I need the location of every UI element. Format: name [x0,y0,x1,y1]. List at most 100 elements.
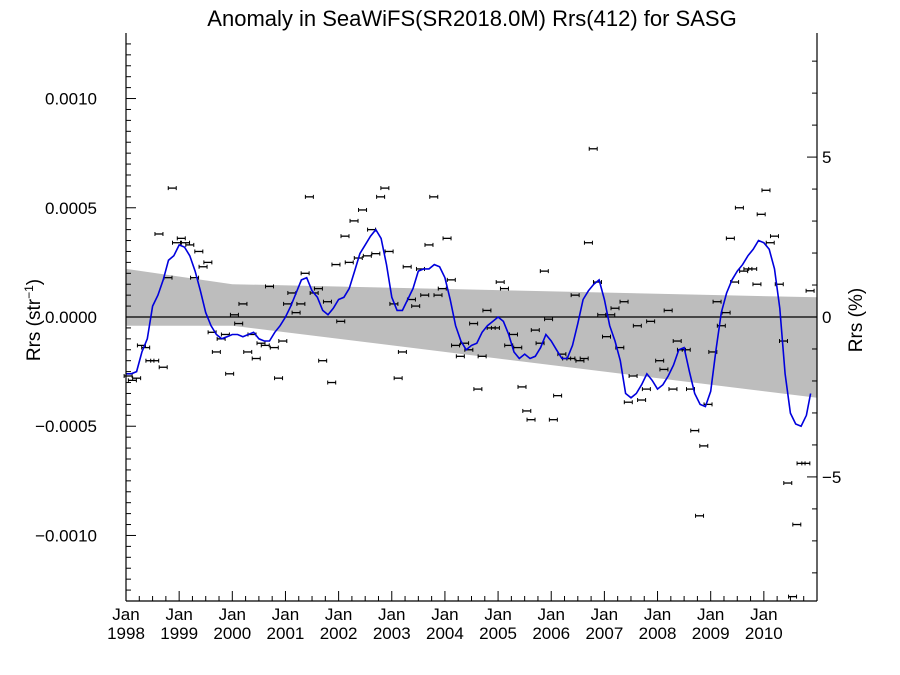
data-point [579,356,589,361]
data-point [260,343,270,348]
data-point [265,284,275,289]
data-point [424,242,434,247]
y-tick-label-right: −5 [822,468,841,487]
y-tick-label-left: 0.0000 [45,308,97,327]
data-point [588,146,598,151]
x-tick-label-month: Jan [591,605,618,624]
data-point [291,310,301,315]
data-point [185,242,195,247]
data-point [610,306,620,311]
data-point [349,218,359,223]
data-point [690,428,700,433]
data-point [211,349,221,354]
data-point [344,260,354,265]
data-point [393,376,403,381]
data-point [570,293,580,298]
x-tick-label-year: 1999 [160,624,198,643]
data-point [672,339,682,344]
data-point [194,249,204,254]
x-tick-label-month: Jan [644,605,671,624]
x-tick-label-year: 1998 [107,624,145,643]
data-point [269,345,279,350]
data-point [251,356,261,361]
data-point [229,312,239,317]
data-point [623,400,633,405]
data-point [198,264,208,269]
data-point [695,513,705,518]
x-tick-label-year: 2007 [585,624,623,643]
y-tick-label-left: −0.0010 [35,526,97,545]
data-point [429,194,439,199]
x-tick-label-month: Jan [378,605,405,624]
data-point [313,286,323,291]
x-tick-label-year: 2000 [213,624,251,643]
data-point [327,380,337,385]
plot-area: 0.00100.00050.0000−0.0005−0.001050−5Jan1… [35,33,841,643]
y-axis-label-left-close: ) [24,279,45,285]
data-point [792,522,802,527]
data-point [619,299,629,304]
data-point [739,269,749,274]
x-tick-label-year: 2006 [532,624,570,643]
data-point [384,249,394,254]
data-point [544,317,554,322]
data-point [482,308,492,313]
data-point [761,188,771,193]
y-tick-label-right: 0 [822,308,831,327]
data-point [150,358,160,363]
data-point [437,286,447,291]
data-point [331,262,341,267]
data-point [783,481,793,486]
data-point [712,299,722,304]
x-tick-label-year: 2005 [479,624,517,643]
data-point [602,334,612,339]
data-point [411,304,421,309]
y-axis-label-right: Rrs (%) [846,288,867,352]
data-point [495,280,505,285]
x-tick-label-month: Jan [750,605,777,624]
data-point [154,231,164,236]
data-point [641,387,651,392]
data-point [433,293,443,298]
data-point [632,323,642,328]
data-point [473,387,483,392]
y-tick-label-left: 0.0005 [45,199,97,218]
data-point [238,301,248,306]
chart-title: Anomaly in SeaWiFS(SR2018.0M) Rrs(412) f… [207,6,736,31]
data-point [243,349,253,354]
confidence-band [126,268,817,398]
data-point [526,417,536,422]
data-point [628,373,638,378]
data-point [358,207,368,212]
data-point [530,328,540,333]
data-point [176,236,186,241]
data-point [278,339,288,344]
data-point [779,339,789,344]
x-tick-label-month: Jan [272,605,299,624]
x-tick-label-year: 2010 [745,624,783,643]
data-point [225,371,235,376]
data-point [296,301,306,306]
data-point [256,341,266,346]
data-point [181,240,191,245]
data-point [340,234,350,239]
data-point [158,365,168,370]
x-tick-label-month: Jan [697,605,724,624]
y-tick-label-right: 5 [822,148,831,167]
x-tick-label-month: Jan [538,605,565,624]
data-point [304,194,314,199]
data-point [469,321,479,326]
data-point [655,358,665,363]
data-point [756,212,766,217]
x-tick-label-month: Jan [325,605,352,624]
x-tick-label-year: 2002 [320,624,358,643]
data-point [234,321,244,326]
x-tick-label-year: 2004 [426,624,464,643]
data-point [539,269,549,274]
data-point [548,417,558,422]
x-tick-label-year: 2009 [692,624,730,643]
data-point [300,271,310,276]
data-point [402,264,412,269]
data-point [171,240,181,245]
data-point [203,260,213,265]
